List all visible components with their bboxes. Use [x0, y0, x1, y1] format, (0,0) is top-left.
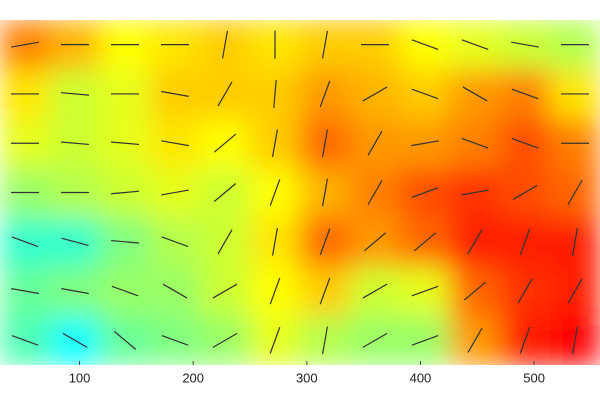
- vector: [61, 92, 89, 96]
- vector: [362, 332, 388, 348]
- vector: [271, 129, 279, 158]
- vector: [411, 335, 439, 346]
- vector: [519, 228, 531, 256]
- vector: [217, 81, 233, 107]
- vector: [511, 88, 539, 100]
- vector: [571, 227, 579, 256]
- vector: [411, 187, 439, 198]
- vector: [319, 277, 331, 305]
- vector: [161, 140, 189, 147]
- vector: [113, 330, 137, 350]
- vector: [11, 41, 39, 48]
- vector: [213, 183, 237, 202]
- vector: [319, 80, 331, 108]
- vector: [512, 184, 538, 201]
- vector: [161, 236, 189, 248]
- heatmap-cells: [0, 20, 600, 365]
- vector: [161, 189, 189, 196]
- vector: [61, 288, 89, 295]
- vector: [362, 283, 388, 299]
- vector: [213, 133, 237, 153]
- vector: [11, 288, 39, 295]
- vector: [517, 278, 533, 304]
- vector: [111, 141, 139, 146]
- x-tick-label: 200: [182, 370, 204, 385]
- x-axis: 100 200 300 400 500: [69, 361, 545, 385]
- vector: [411, 88, 439, 100]
- vector: [221, 30, 229, 59]
- vector: [111, 190, 139, 195]
- x-tick-label: 400: [410, 370, 432, 385]
- vector: [367, 180, 383, 205]
- vector: [111, 239, 139, 244]
- vector: [519, 326, 531, 354]
- vector: [161, 335, 189, 346]
- vector: [321, 129, 329, 158]
- vector: [62, 332, 88, 348]
- vector: [571, 326, 579, 355]
- heatmap: [0, 20, 600, 365]
- vector: [212, 283, 238, 299]
- vector: [11, 335, 39, 346]
- vector: [273, 79, 277, 108]
- vector: [362, 86, 388, 102]
- vector: [269, 326, 281, 354]
- vector: [511, 41, 539, 48]
- vector: [162, 283, 188, 299]
- vector: [411, 39, 439, 50]
- vector: [321, 30, 329, 59]
- vector: [511, 137, 539, 149]
- vector: [61, 141, 89, 146]
- vector: [61, 237, 89, 246]
- vector: [462, 86, 488, 102]
- vector: [411, 285, 439, 297]
- vector: [467, 229, 483, 255]
- vector: [467, 327, 483, 353]
- vector: [269, 179, 281, 206]
- x-tick-label: 300: [296, 370, 318, 385]
- vector: [321, 326, 329, 355]
- vector: [321, 178, 329, 207]
- vector: [567, 180, 583, 205]
- vector: [367, 130, 383, 156]
- vector: [212, 332, 238, 348]
- vector: [11, 236, 39, 248]
- vector: [271, 227, 279, 256]
- vector: [217, 229, 233, 255]
- vector: [411, 140, 439, 147]
- x-tick-label: 500: [523, 370, 545, 385]
- vector: [461, 39, 489, 50]
- vector: [567, 278, 583, 304]
- vector: [319, 228, 331, 256]
- vector: [461, 189, 489, 196]
- vector: [413, 232, 437, 252]
- vector: [111, 285, 139, 297]
- vector: [461, 137, 489, 149]
- vector-field: [11, 30, 589, 355]
- vector: [269, 277, 281, 305]
- vector: [463, 281, 487, 301]
- vector: [363, 232, 387, 252]
- x-tick-label: 100: [69, 370, 91, 385]
- vector: [161, 90, 189, 97]
